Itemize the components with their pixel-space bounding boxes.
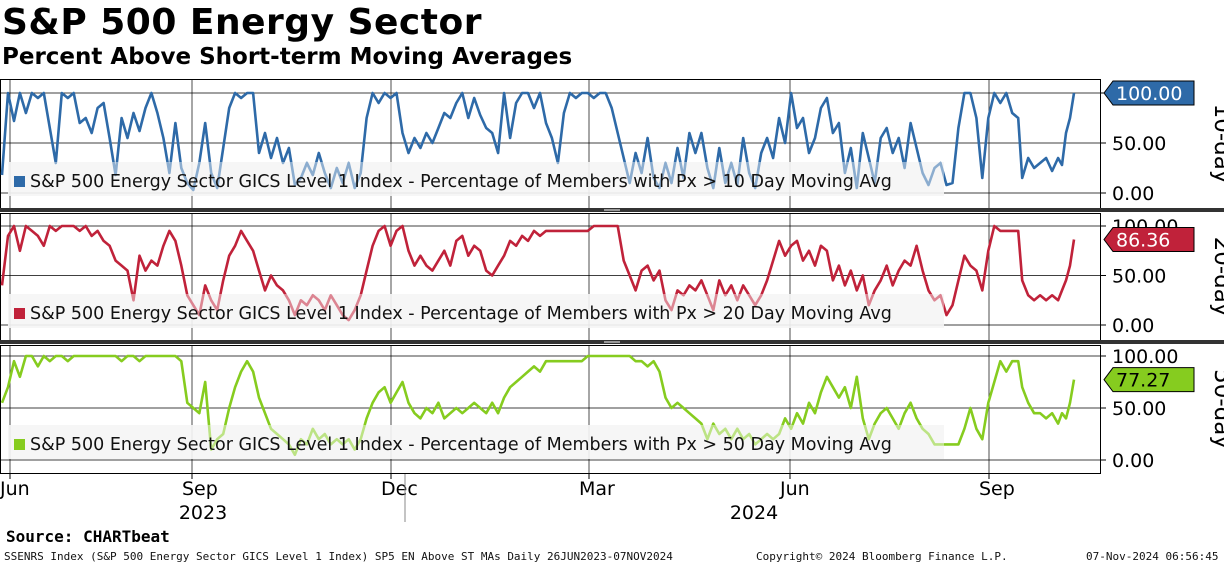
separator-handle [604,341,620,343]
legend-swatch-ma10 [14,176,25,187]
page-title: S&P 500 Energy Sector [2,2,482,43]
legend-band [8,425,944,459]
y-tick-label: 100.00 [1112,346,1178,368]
side-label-ma20: 20-day [1209,237,1224,317]
series-line-ma10 [0,91,1076,192]
legend-band [8,294,944,328]
legend-overlay [8,425,944,459]
legend-overlay [8,162,944,196]
separator-handle [604,209,620,211]
last-value-tag-ma50 [1103,367,1195,393]
footer-description: SSENRS Index (S&P 500 Energy Sector GICS… [4,550,673,563]
series-line-ma20 [0,224,1076,322]
last-value-tag-ma10 [1103,80,1195,106]
side-label-ma50: 50-day [1209,369,1224,449]
legend-band [8,162,944,196]
panel-ma20: S&P 500 Energy Sector GICS Level 1 Index… [0,213,1224,341]
side-label-ma10: 10-day [1209,104,1224,184]
x-tick-label: Sep [182,478,218,500]
legend-swatch-ma20 [14,308,25,319]
y-tick-label: 0.00 [1112,315,1154,337]
last-value-tag-ma20 [1103,227,1195,253]
page-subtitle: Percent Above Short-term Moving Averages [2,44,573,70]
series-line-ma50 [0,354,1076,457]
legend-overlay [8,294,944,328]
source-label: Source: CHARTbeat [6,527,170,546]
footer-timestamp: 07-Nov-2024 06:56:45 [1086,550,1219,563]
x-tick-label: Jun [0,478,30,500]
last-value-label-ma10: 100.00 [1116,83,1182,105]
x-year-label: 2023 [179,502,227,524]
last-value-label-ma50: 77.27 [1116,370,1170,392]
legend-text-ma20: S&P 500 Energy Sector GICS Level 1 Index… [30,304,892,324]
x-tick-label: Sep [979,478,1015,500]
y-tick-label: 50.00 [1112,266,1166,288]
x-tick-label: Mar [579,478,615,500]
x-tick-label: Dec [381,478,418,500]
legend-text-ma50: S&P 500 Energy Sector GICS Level 1 Index… [30,435,892,455]
legend-swatch-ma50 [14,439,25,450]
y-tick-label: 0.00 [1112,183,1154,205]
y-tick-label: 0.00 [1112,450,1154,472]
panel-ma50: S&P 500 Energy Sector GICS Level 1 Index… [0,345,1224,474]
legend-text-ma10: S&P 500 Energy Sector GICS Level 1 Index… [30,172,892,192]
x-tick-label: Jun [779,478,810,500]
last-value-label-ma20: 86.36 [1116,230,1170,252]
y-tick-label: 50.00 [1112,133,1166,155]
panel-ma10: S&P 500 Energy Sector GICS Level 1 Index… [0,79,1224,209]
y-tick-label: 50.00 [1112,398,1166,420]
footer-copyright: Copyright© 2024 Bloomberg Finance L.P. [756,550,1008,563]
x-year-label: 2024 [730,502,778,524]
